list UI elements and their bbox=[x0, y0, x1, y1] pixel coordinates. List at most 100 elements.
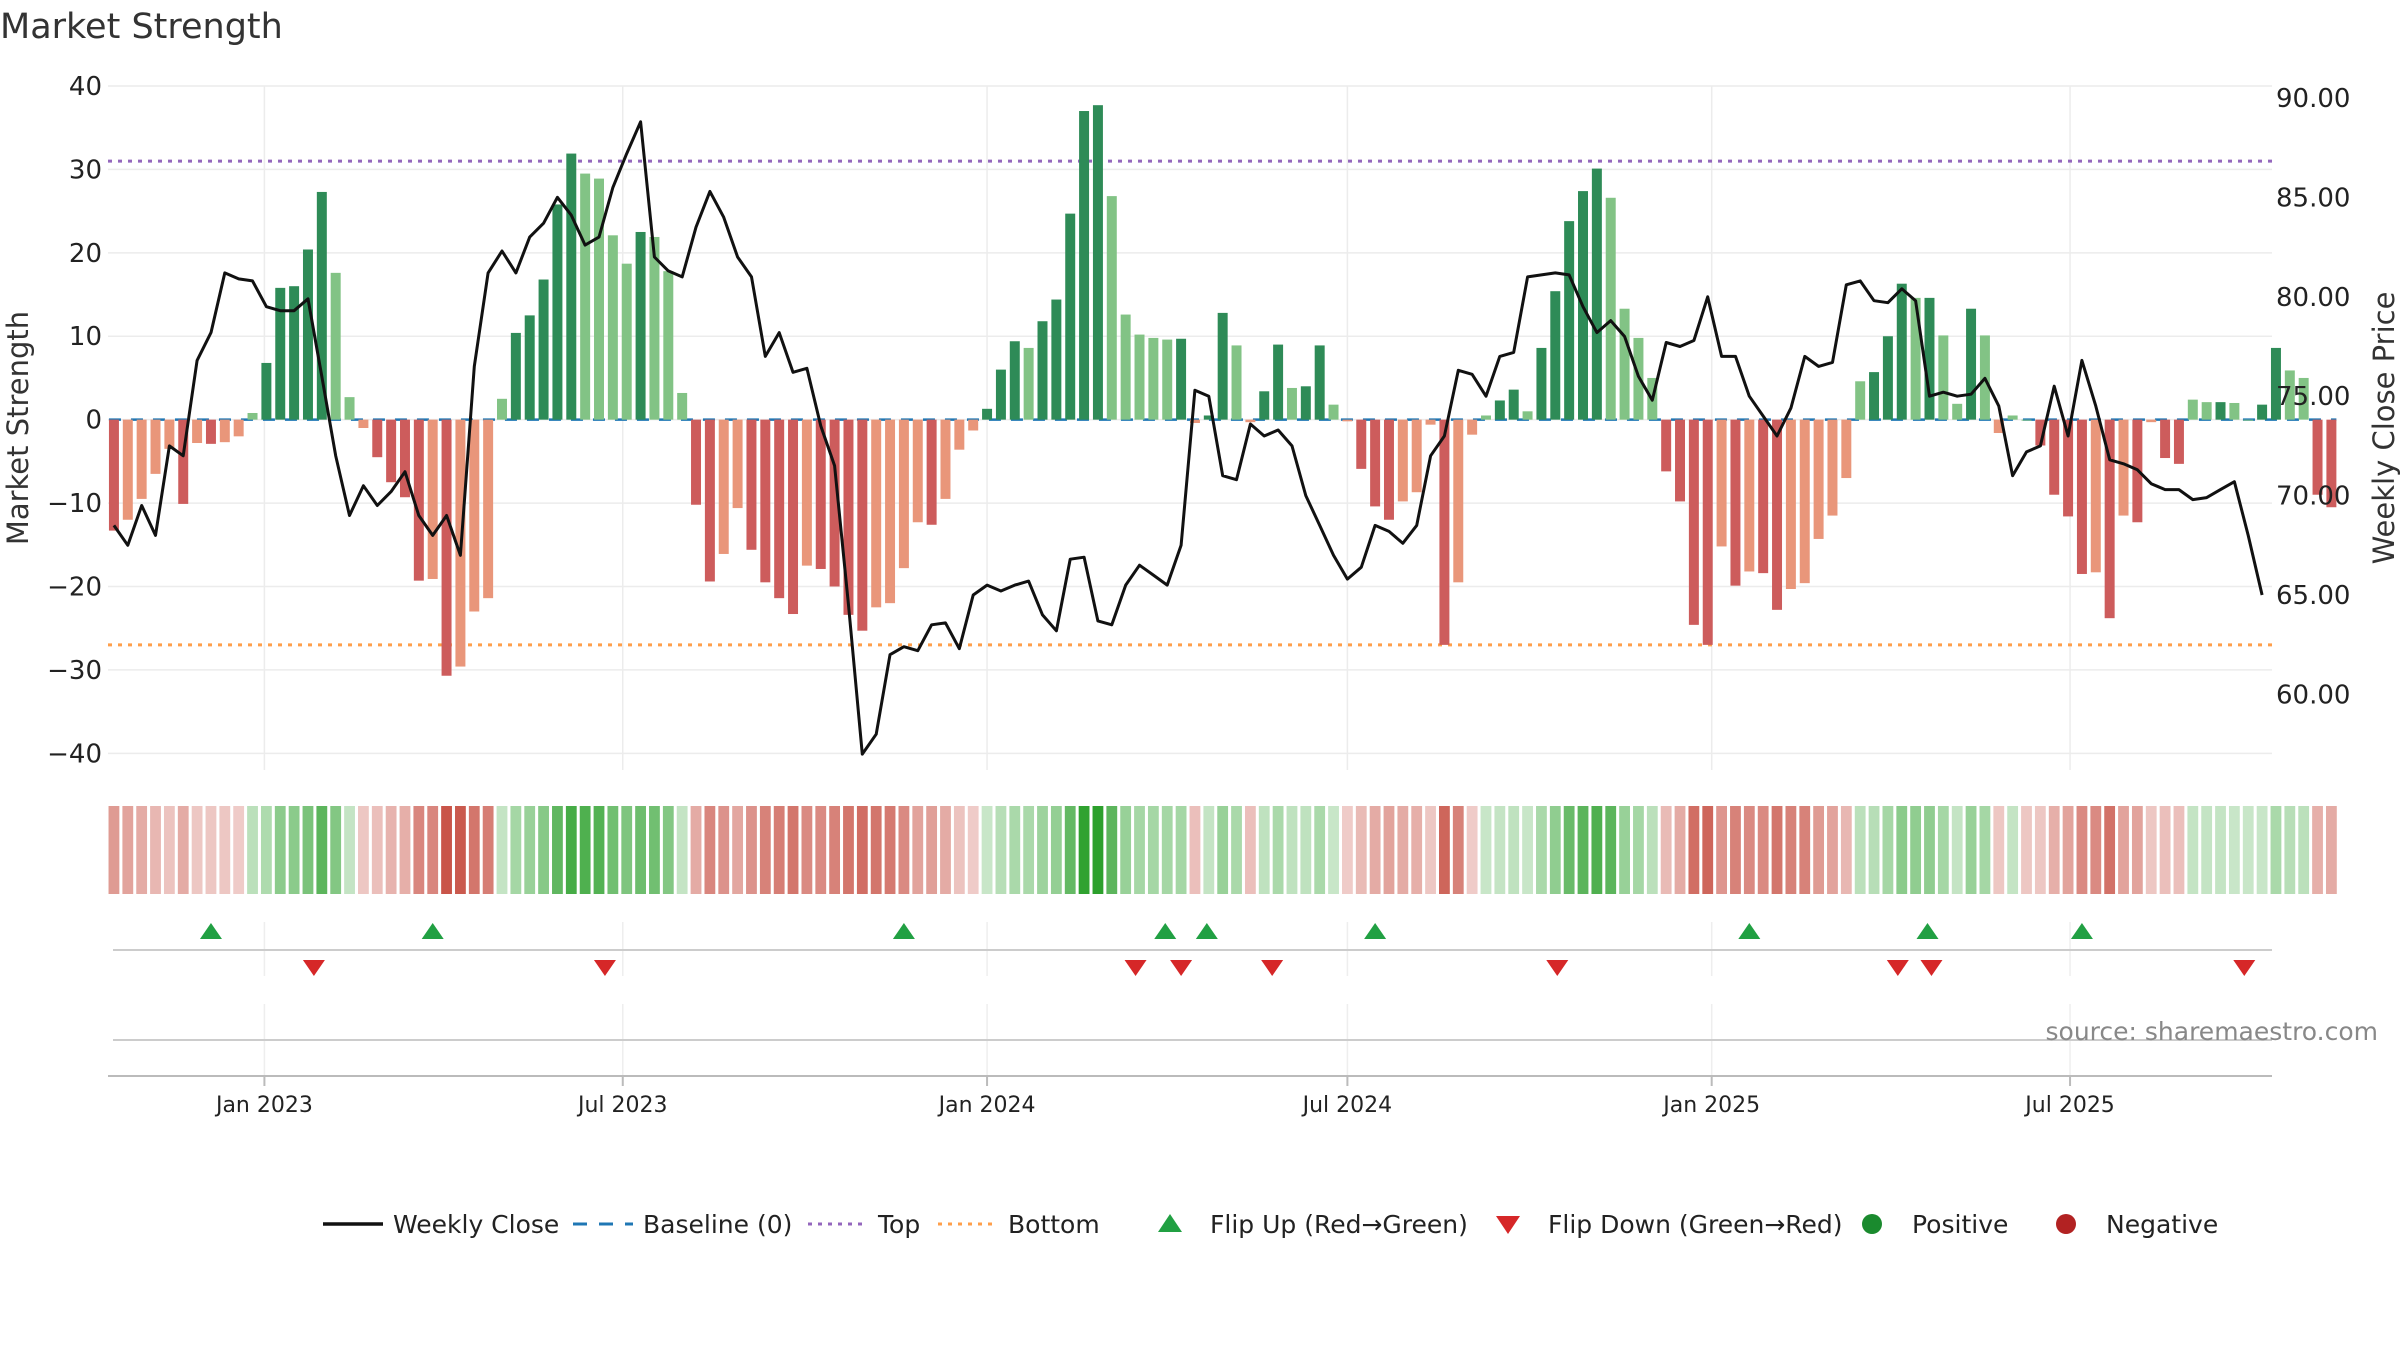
heat-cell bbox=[1175, 806, 1187, 894]
strength-bar bbox=[1176, 338, 1187, 420]
heat-cell bbox=[1577, 806, 1589, 894]
heat-cell bbox=[1813, 806, 1825, 894]
y-right-tick-label: 65.00 bbox=[2276, 581, 2350, 611]
heat-cell bbox=[122, 806, 134, 894]
strength-bar bbox=[1744, 419, 1755, 572]
strength-bar bbox=[275, 287, 286, 420]
heat-cell bbox=[829, 806, 841, 894]
heat-cell bbox=[2256, 806, 2268, 894]
strength-bar bbox=[704, 419, 715, 582]
heat-cell bbox=[2159, 806, 2171, 894]
x-axis: Jan 2023 Jul 2023 Jan 2024 Jul 2024 Jan 2025… bbox=[214, 1076, 2115, 1118]
strength-bar bbox=[1522, 411, 1533, 420]
heat-cell bbox=[205, 806, 217, 894]
strength-bar bbox=[788, 419, 799, 615]
heat-cell bbox=[1549, 806, 1561, 894]
heat-cell bbox=[1341, 806, 1353, 894]
y-left-tick-label: −20 bbox=[47, 572, 102, 602]
strength-bar bbox=[483, 419, 494, 599]
heat-cell bbox=[2242, 806, 2254, 894]
heat-cell bbox=[1050, 806, 1062, 894]
flip-up-marker bbox=[2070, 923, 2093, 939]
strength-bar bbox=[1189, 419, 1200, 423]
strength-bar bbox=[1051, 299, 1062, 420]
strength-bar bbox=[1231, 345, 1242, 420]
heat-cell bbox=[1466, 806, 1478, 894]
strength-bar bbox=[1924, 297, 1935, 420]
strength-bar bbox=[1356, 419, 1367, 469]
heat-cell bbox=[1231, 806, 1242, 894]
heat-cell bbox=[2007, 806, 2019, 894]
heat-cell bbox=[510, 806, 522, 894]
heat-cell bbox=[1494, 806, 1506, 894]
y-left-tick-label: −10 bbox=[47, 489, 102, 519]
strength-bar bbox=[2118, 419, 2129, 516]
strength-bar bbox=[1550, 291, 1561, 420]
heat-cell bbox=[136, 806, 148, 894]
strength-bar bbox=[2090, 419, 2101, 573]
strength-bar bbox=[1688, 419, 1699, 625]
strength-bar bbox=[192, 419, 203, 444]
heat-cell bbox=[233, 806, 245, 894]
strength-bar bbox=[1037, 321, 1048, 420]
heat-cell bbox=[662, 806, 674, 894]
heat-cell bbox=[2048, 806, 2060, 894]
strength-bar bbox=[995, 369, 1006, 420]
strength-bar bbox=[954, 419, 965, 450]
flip-down-marker bbox=[1170, 960, 1193, 976]
y-left-tick-label: 10 bbox=[69, 322, 102, 352]
heat-cell bbox=[2062, 806, 2074, 894]
strength-bar bbox=[122, 419, 133, 520]
strength-bar bbox=[1397, 419, 1408, 502]
strength-bar bbox=[2021, 419, 2032, 421]
flip-up-marker bbox=[421, 923, 444, 939]
strength-bar bbox=[1273, 344, 1284, 420]
heat-cell bbox=[2201, 806, 2213, 894]
heat-cell bbox=[649, 806, 660, 894]
strength-bar bbox=[2007, 415, 2018, 420]
heat-cell bbox=[1702, 806, 1714, 894]
heat-cell bbox=[2312, 806, 2323, 894]
strength-bar bbox=[1702, 419, 1713, 645]
bottom-panel: source: sharemaestro.com Jan 2023 Jul 202… bbox=[108, 1004, 2378, 1118]
strength-bar bbox=[178, 419, 189, 504]
heat-cell bbox=[441, 806, 452, 894]
strength-bar bbox=[330, 272, 341, 420]
strength-bar bbox=[2076, 419, 2087, 574]
heat-cell bbox=[732, 806, 744, 894]
strength-bar bbox=[898, 419, 909, 569]
heat-cell bbox=[1951, 806, 1963, 894]
heat-cell bbox=[1536, 806, 1547, 894]
strength-bar bbox=[219, 419, 230, 443]
strength-bar bbox=[2229, 402, 2240, 420]
heat-cell bbox=[1840, 806, 1852, 894]
heat-cell bbox=[1217, 806, 1229, 894]
heat-cell bbox=[1716, 806, 1728, 894]
flip-markers bbox=[199, 923, 2256, 976]
legend-label: Top bbox=[877, 1210, 920, 1239]
heat-cell bbox=[2090, 806, 2102, 894]
flip-down-marker bbox=[1546, 960, 1569, 976]
legend-item: Positive bbox=[1862, 1210, 2008, 1239]
heat-cell bbox=[1300, 806, 1312, 894]
heat-cell bbox=[1605, 806, 1617, 894]
heat-cell bbox=[1258, 806, 1270, 894]
heat-cell bbox=[538, 806, 549, 894]
heat-cell bbox=[1023, 806, 1035, 894]
strength-bar bbox=[1314, 345, 1325, 420]
strength-bar bbox=[968, 419, 979, 431]
legend-label: Negative bbox=[2106, 1210, 2218, 1239]
heat-cell bbox=[1743, 806, 1755, 894]
heat-cell bbox=[524, 806, 536, 894]
legend-swatch bbox=[2056, 1214, 2076, 1234]
strength-bar bbox=[1619, 308, 1630, 420]
strength-bar bbox=[1772, 419, 1783, 610]
heat-cell bbox=[995, 806, 1007, 894]
heat-cell bbox=[302, 806, 314, 894]
strength-bar bbox=[594, 178, 604, 420]
heat-cell bbox=[815, 806, 827, 894]
strength-bar bbox=[1467, 419, 1478, 435]
strength-bar bbox=[497, 398, 507, 420]
strength-bar bbox=[1716, 419, 1727, 547]
heat-cell bbox=[399, 806, 411, 894]
